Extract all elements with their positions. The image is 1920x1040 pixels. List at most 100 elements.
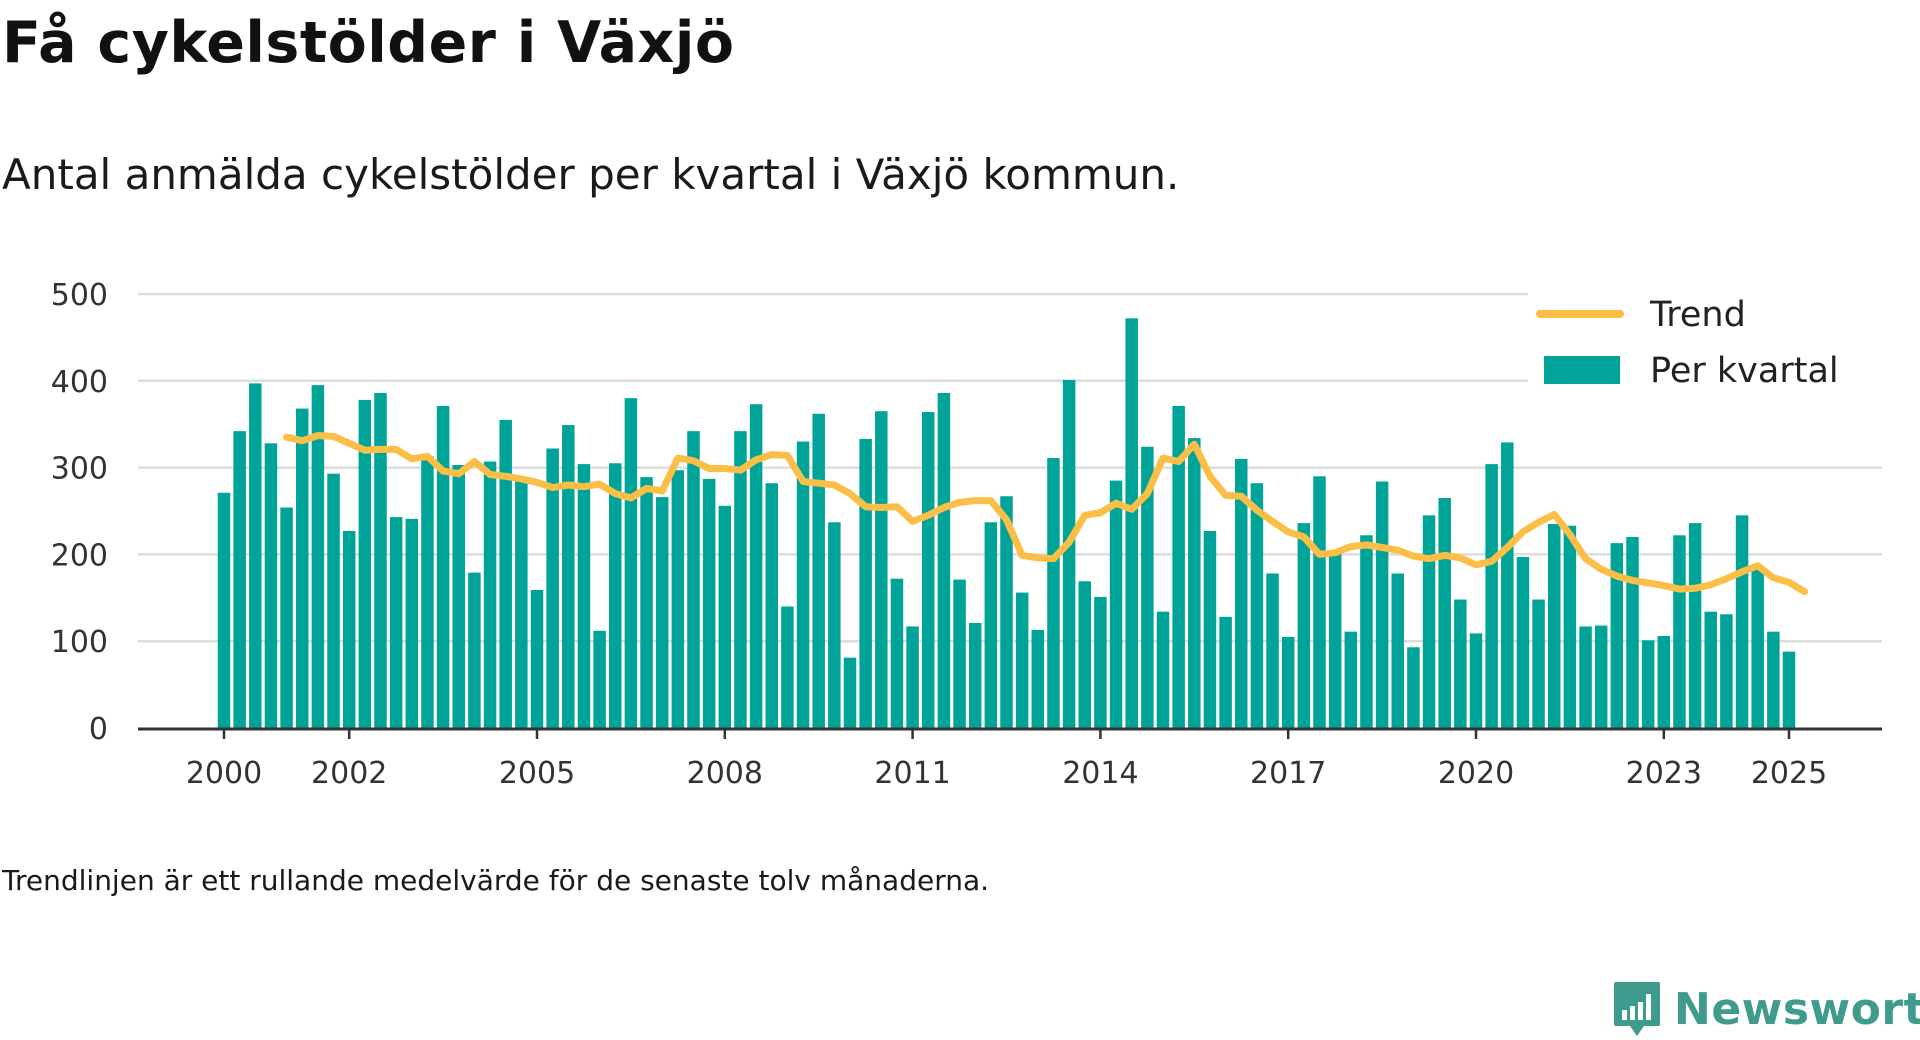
bar bbox=[233, 431, 246, 728]
bar bbox=[1328, 550, 1342, 728]
bar bbox=[609, 463, 622, 728]
legend-bars-swatch bbox=[1544, 356, 1620, 384]
bar bbox=[562, 425, 575, 728]
bar bbox=[374, 392, 387, 728]
x-axis-ticks: 2000 2002 2005 2008 2011 2014 2017 2020 2023 2025 bbox=[186, 756, 1827, 791]
bar bbox=[499, 419, 512, 728]
bar bbox=[1141, 446, 1154, 728]
bar bbox=[1172, 405, 1185, 728]
bar bbox=[1094, 596, 1107, 728]
bar bbox=[1422, 515, 1436, 728]
bar bbox=[781, 606, 794, 728]
y-tick-label: 300 bbox=[51, 452, 108, 487]
bar bbox=[1078, 581, 1091, 728]
bar bbox=[812, 413, 825, 728]
bar bbox=[859, 438, 872, 728]
legend-trend-label: Trend bbox=[1649, 295, 1746, 335]
bars-per-kvartal bbox=[217, 318, 1796, 728]
bar bbox=[1485, 464, 1498, 728]
bar bbox=[1203, 530, 1217, 728]
bar bbox=[452, 464, 465, 728]
bar bbox=[640, 477, 653, 728]
bar bbox=[405, 518, 419, 728]
legend: Trend Per kvartal bbox=[1528, 290, 1882, 418]
bar bbox=[1454, 599, 1467, 728]
bar bbox=[1720, 614, 1733, 728]
bar bbox=[1375, 481, 1389, 728]
x-tick-label: 2005 bbox=[499, 756, 575, 791]
x-tick-label: 2020 bbox=[1438, 756, 1514, 791]
bar bbox=[358, 399, 372, 728]
y-tick-label: 0 bbox=[89, 712, 108, 747]
trend-line-group bbox=[283, 432, 1809, 596]
x-tick-label: 2008 bbox=[687, 756, 763, 791]
y-axis-ticks: 0 100 200 300 400 500 bbox=[51, 278, 108, 747]
bar-chart: 0 100 200 300 400 500 2000 2002 2005 2008 2011 201… bbox=[51, 278, 1882, 791]
bar bbox=[1235, 458, 1248, 728]
bar bbox=[1109, 480, 1123, 728]
chart-subtitle: Antal anmälda cykelstölder per kvartal i… bbox=[2, 150, 1180, 199]
newsworthy-logo-icon bbox=[1614, 982, 1660, 1036]
bar bbox=[593, 630, 606, 728]
bar bbox=[953, 579, 966, 728]
bar bbox=[217, 492, 231, 728]
bar bbox=[1219, 616, 1232, 728]
bar bbox=[546, 448, 559, 728]
trend-line bbox=[283, 432, 1809, 596]
bar bbox=[843, 657, 857, 728]
bar bbox=[1532, 599, 1545, 728]
bar bbox=[875, 411, 888, 728]
y-tick-label: 500 bbox=[51, 278, 108, 313]
bar bbox=[1360, 535, 1373, 728]
bar bbox=[922, 412, 935, 728]
legend-bars-label: Per kvartal bbox=[1650, 351, 1839, 391]
bar bbox=[1735, 515, 1749, 728]
bar bbox=[296, 408, 309, 728]
bar bbox=[530, 589, 544, 728]
bar bbox=[1688, 523, 1702, 728]
bar bbox=[1047, 458, 1060, 728]
bar bbox=[718, 505, 732, 728]
bar bbox=[765, 483, 778, 728]
chart-title: Få cykelstölder i Växjö bbox=[2, 10, 735, 76]
x-tick-label: 2011 bbox=[874, 756, 950, 791]
bar bbox=[1156, 611, 1170, 728]
bar bbox=[1344, 631, 1358, 728]
y-tick-label: 400 bbox=[51, 365, 108, 400]
x-tick-label: 2017 bbox=[1250, 756, 1326, 791]
bar bbox=[1188, 438, 1201, 728]
bar bbox=[796, 441, 810, 728]
bar bbox=[671, 470, 685, 728]
bar bbox=[1391, 573, 1404, 728]
bar bbox=[280, 507, 293, 728]
bar bbox=[968, 622, 982, 728]
bar bbox=[1281, 636, 1295, 728]
x-tick-label: 2014 bbox=[1062, 756, 1138, 791]
bar bbox=[1548, 524, 1561, 728]
bar bbox=[1501, 442, 1514, 728]
bar bbox=[702, 478, 716, 728]
bar bbox=[687, 431, 700, 728]
bar bbox=[249, 383, 262, 728]
bar bbox=[984, 522, 998, 728]
brand-logo: Newsworthy bbox=[1612, 980, 1920, 1038]
bar bbox=[1782, 651, 1796, 728]
bar bbox=[1438, 497, 1451, 728]
x-tick-label: 2002 bbox=[311, 756, 387, 791]
bar bbox=[1673, 535, 1686, 728]
x-axis bbox=[138, 727, 1882, 739]
bar bbox=[1015, 592, 1029, 728]
bar bbox=[1767, 631, 1780, 728]
bar bbox=[1266, 573, 1279, 728]
bar bbox=[311, 385, 325, 728]
x-tick-label: 2000 bbox=[186, 756, 262, 791]
bar bbox=[342, 530, 356, 728]
bar bbox=[734, 431, 747, 728]
bar bbox=[1313, 476, 1326, 728]
bar bbox=[577, 464, 591, 728]
bar bbox=[1062, 379, 1076, 728]
bar bbox=[890, 578, 904, 728]
bar bbox=[1751, 567, 1764, 728]
bar bbox=[1626, 537, 1639, 728]
bar bbox=[421, 456, 434, 728]
